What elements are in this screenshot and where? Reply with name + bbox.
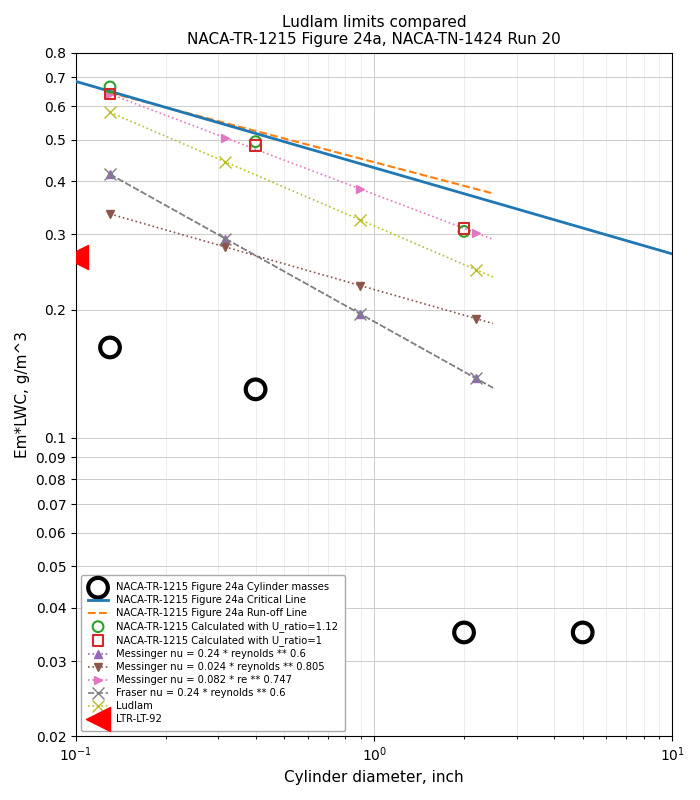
Line: Messinger nu = 0.024 * reynolds ** 0.805: Messinger nu = 0.024 * reynolds ** 0.805 (106, 210, 497, 328)
Messinger nu = 0.082 * re ** 0.747 (129, 98, 137, 108)
NACA-TR-1215 Figure 24a Run-off Line (456, 180, 464, 190)
Messinger nu = 0.082 * re ** 0.747 (121, 95, 130, 105)
NACA-TR-1215 Figure 24a Critical Line (668, 249, 677, 258)
Messinger nu = 0.082 * re ** 0.747 (106, 90, 114, 99)
NACA-TR-1215 Calculated with U_ratio=1.12 (104, 81, 116, 94)
NACA-TR-1215 Calculated with U_ratio=1 (104, 88, 116, 101)
Ludlam (129, 118, 137, 127)
NACA-TR-1215 Figure 24a Run-off Line (470, 183, 478, 193)
Ludlam (106, 107, 114, 117)
Messinger nu = 0.24 * reynolds ** 0.6 (106, 170, 114, 179)
NACA-TR-1215 Figure 24a Critical Line (72, 77, 80, 86)
Messinger nu = 0.024 * reynolds ** 0.805 (489, 318, 497, 328)
NACA-TR-1215 Figure 24a Critical Line (612, 233, 621, 242)
Messinger nu = 0.024 * reynolds ** 0.805 (470, 313, 478, 322)
NACA-TR-1215 Figure 24a Critical Line (425, 178, 433, 188)
Fraser nu = 0.24 * reynolds ** 0.6 (177, 210, 186, 219)
Messinger nu = 0.24 * reynolds ** 0.6 (177, 210, 186, 219)
Legend: NACA-TR-1215 Figure 24a Cylinder masses, NACA-TR-1215 Figure 24a Critical Line, : NACA-TR-1215 Figure 24a Cylinder masses,… (81, 575, 345, 731)
NACA-TR-1215 Figure 24a Cylinder masses (104, 341, 116, 354)
LTR-LT-92 (71, 251, 82, 264)
Line: NACA-TR-1215 Figure 24a Run-off Line: NACA-TR-1215 Figure 24a Run-off Line (110, 93, 493, 194)
Fraser nu = 0.24 * reynolds ** 0.6 (456, 365, 464, 374)
X-axis label: Cylinder diameter, inch: Cylinder diameter, inch (284, 770, 464, 785)
Ludlam (121, 114, 130, 124)
Line: Messinger nu = 0.24 * reynolds ** 0.6: Messinger nu = 0.24 * reynolds ** 0.6 (106, 170, 497, 392)
Fraser nu = 0.24 * reynolds ** 0.6 (106, 170, 114, 179)
NACA-TR-1215 Figure 24a Critical Line (575, 222, 583, 232)
NACA-TR-1215 Figure 24a Cylinder masses (250, 383, 261, 396)
Ludlam (470, 264, 478, 274)
Messinger nu = 0.024 * reynolds ** 0.805 (106, 209, 114, 218)
Messinger nu = 0.024 * reynolds ** 0.805 (121, 214, 130, 223)
Fraser nu = 0.24 * reynolds ** 0.6 (489, 383, 497, 393)
Y-axis label: Em*LWC, g/m^3: Em*LWC, g/m^3 (15, 331, 30, 458)
Ludlam (208, 151, 216, 161)
Line: Messinger nu = 0.082 * re ** 0.747: Messinger nu = 0.082 * re ** 0.747 (106, 90, 497, 243)
NACA-TR-1215 Figure 24a Run-off Line (121, 92, 130, 102)
Messinger nu = 0.24 * reynolds ** 0.6 (470, 372, 478, 382)
NACA-TR-1215 Figure 24a Critical Line (437, 182, 445, 192)
Ludlam (177, 138, 186, 148)
Messinger nu = 0.024 * reynolds ** 0.805 (208, 238, 216, 248)
NACA-TR-1215 Calculated with U_ratio=1 (250, 139, 261, 152)
NACA-TR-1215 Calculated with U_ratio=1.12 (250, 135, 261, 148)
Messinger nu = 0.082 * re ** 0.747 (470, 227, 478, 237)
Messinger nu = 0.24 * reynolds ** 0.6 (129, 182, 137, 192)
NACA-TR-1215 Calculated with U_ratio=1.12 (458, 225, 470, 238)
Fraser nu = 0.24 * reynolds ** 0.6 (208, 226, 216, 236)
NACA-TR-1215 Figure 24a Critical Line (74, 78, 82, 87)
Messinger nu = 0.082 * re ** 0.747 (208, 128, 216, 138)
Fraser nu = 0.24 * reynolds ** 0.6 (470, 372, 478, 382)
Messinger nu = 0.24 * reynolds ** 0.6 (489, 383, 497, 393)
Fraser nu = 0.24 * reynolds ** 0.6 (121, 178, 130, 188)
NACA-TR-1215 Figure 24a Run-off Line (208, 114, 216, 124)
Messinger nu = 0.082 * re ** 0.747 (489, 234, 497, 244)
NACA-TR-1215 Calculated with U_ratio=1 (458, 222, 470, 234)
Line: NACA-TR-1215 Figure 24a Critical Line: NACA-TR-1215 Figure 24a Critical Line (76, 82, 673, 254)
NACA-TR-1215 Figure 24a Run-off Line (106, 88, 114, 98)
Messinger nu = 0.24 * reynolds ** 0.6 (456, 365, 464, 374)
Line: Ludlam: Ludlam (104, 106, 498, 282)
Messinger nu = 0.24 * reynolds ** 0.6 (208, 226, 216, 236)
NACA-TR-1215 Figure 24a Cylinder masses (458, 626, 470, 639)
Messinger nu = 0.024 * reynolds ** 0.805 (177, 230, 186, 239)
Messinger nu = 0.024 * reynolds ** 0.805 (456, 310, 464, 319)
NACA-TR-1215 Figure 24a Cylinder masses (577, 626, 588, 639)
Ludlam (456, 258, 464, 268)
Messinger nu = 0.082 * re ** 0.747 (456, 222, 464, 232)
Title: Ludlam limits compared
NACA-TR-1215 Figure 24a, NACA-TN-1424 Run 20: Ludlam limits compared NACA-TR-1215 Figu… (188, 15, 561, 47)
Fraser nu = 0.24 * reynolds ** 0.6 (129, 182, 137, 192)
Messinger nu = 0.24 * reynolds ** 0.6 (121, 178, 130, 188)
Messinger nu = 0.082 * re ** 0.747 (177, 116, 186, 126)
Messinger nu = 0.024 * reynolds ** 0.805 (129, 216, 137, 226)
NACA-TR-1215 Figure 24a Run-off Line (177, 106, 186, 116)
Line: Fraser nu = 0.24 * reynolds ** 0.6: Fraser nu = 0.24 * reynolds ** 0.6 (104, 169, 498, 394)
Ludlam (489, 272, 497, 282)
NACA-TR-1215 Figure 24a Run-off Line (489, 189, 497, 198)
NACA-TR-1215 Figure 24a Run-off Line (129, 94, 137, 103)
NACA-TR-1215 Figure 24a Critical Line (427, 179, 435, 189)
